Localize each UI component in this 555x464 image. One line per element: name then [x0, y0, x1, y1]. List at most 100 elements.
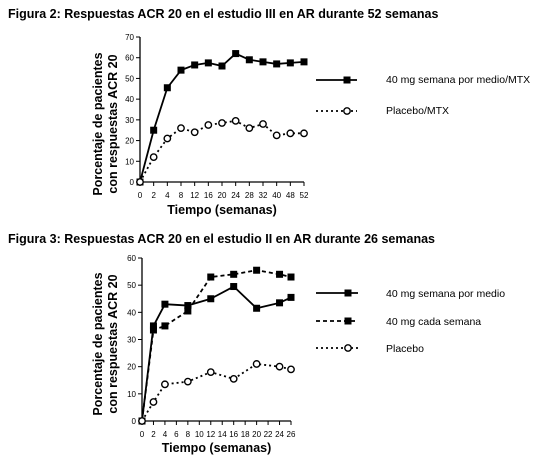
chart2-series-2-point: [161, 322, 169, 330]
chart2-x-tick-label: 14: [218, 430, 227, 439]
chart2-series-3-point: [161, 380, 169, 389]
figure-2-title: Figura 2: Respuestas ACR 20 en el estudi…: [8, 7, 439, 21]
chart1-series-1-point: [150, 126, 158, 134]
chart2-series-2-point: [276, 270, 284, 278]
chart2-series-2-line: [141, 269, 292, 422]
chart2-series-1-point: [149, 322, 157, 330]
chart2-legend-1-label: 40 mg semana por medio: [386, 288, 505, 300]
chart1-y-tick-label: 30: [125, 116, 134, 125]
chart2-series-1-point: [276, 299, 284, 307]
chart1-x-tick-label: 8: [179, 191, 184, 200]
chart2-x-tick-label: 6: [174, 430, 179, 439]
chart2-y-tick-label: 60: [127, 254, 136, 263]
chart1-y-tick-label: 10: [125, 157, 134, 166]
chart2-x-tick-label: 10: [195, 430, 204, 439]
chart1-x-tick-label: 16: [204, 191, 213, 200]
chart2-series-3-point: [183, 377, 192, 386]
chart1-series-1-point: [191, 61, 199, 69]
chart2-series-1-point: [253, 304, 261, 312]
chart2-y-tick-label: 0: [132, 417, 137, 426]
chart2-series-2-point: [184, 307, 192, 315]
chart2-x-tick-label: 8: [186, 430, 191, 439]
chart1-legend-1-label: 40 mg semana por medio/MTX: [386, 74, 530, 86]
chart1-series-1-line: [139, 52, 305, 183]
chart1-y-tick-label: 20: [125, 137, 134, 146]
chart1-x-tick-label: 24: [231, 191, 240, 200]
chart2-x-axis-label: Tiempo (semanas): [162, 441, 272, 455]
chart2-y-tick-label: 10: [127, 390, 136, 399]
chart2-series-2-point: [149, 326, 157, 334]
chart1-legend-1-marker: [343, 76, 351, 84]
chart2-x-tick-label: 4: [163, 430, 168, 439]
chart2-series-1-point: [207, 295, 215, 303]
chart1-x-tick-label: 12: [190, 191, 199, 200]
chart2-y-axis-label-line1: Porcentaje de pacientes: [91, 272, 105, 415]
chart1-series-2-point: [245, 124, 254, 133]
chart1-y-tick-label: 50: [125, 74, 134, 83]
chart1-series-2-point: [204, 121, 213, 129]
chart1-x-tick-label: 20: [218, 191, 227, 200]
chart2-series-3-point: [229, 374, 238, 383]
chart2-series-2-point: [207, 273, 215, 281]
chart2-y-tick-label: 40: [127, 308, 136, 317]
chart2-legend-3-label: Placebo: [386, 343, 424, 355]
chart2-series-3-point: [275, 362, 284, 371]
chart1-series-2-point: [231, 116, 240, 125]
chart2-series-3-point: [252, 360, 261, 368]
chart1-series-2-point: [177, 124, 185, 133]
chart1-y-axis-label-line1: Porcentaje de pacientes: [91, 52, 105, 195]
chart1-legend-2-marker: [343, 107, 351, 115]
chart1-series-2-point: [286, 129, 295, 138]
chart1-series-1-point: [286, 59, 294, 67]
chart2-x-tick-label: 12: [206, 430, 215, 439]
chart2-x-tick-label: 22: [264, 430, 273, 439]
chart1-series-2-line: [139, 119, 304, 183]
chart2-legend-2-label: 40 mg cada semana: [386, 316, 481, 328]
chart2-series-1-point: [184, 302, 192, 310]
chart2-x-tick-label: 2: [151, 430, 156, 439]
chart2-y-tick-label: 50: [127, 281, 136, 290]
chart1-y-tick-label: 60: [125, 54, 134, 63]
chart2-y-tick-label: 30: [127, 336, 136, 345]
chart1-x-tick-label: 52: [300, 191, 309, 200]
chart1-y-axis-label-line2: con respuestas ACR 20: [106, 54, 120, 193]
chart2-series-2-point: [287, 273, 295, 281]
chart1-x-tick-label: 4: [165, 191, 170, 200]
chart1-y-tick-label: 0: [130, 178, 135, 187]
chart1-series-1-point: [232, 50, 240, 58]
chart1-series-2-point: [190, 128, 199, 137]
chart2-series-3-point: [206, 368, 215, 376]
chart1-series-1-point: [273, 60, 281, 68]
chart1-series-2-point: [149, 153, 158, 162]
chart2-x-tick-label: 24: [275, 430, 284, 439]
chart1-series-1-point: [218, 62, 226, 70]
chart1-y-tick-label: 40: [125, 95, 134, 104]
chart2-legend-1-marker: [344, 289, 352, 297]
chart1-series-1-point: [177, 66, 185, 74]
chart1-x-tick-label: 2: [151, 191, 156, 200]
chart1-series-2-point: [163, 134, 172, 143]
chart2-legend-3-marker: [344, 344, 352, 352]
chart2-series-1-point: [287, 293, 295, 301]
chart1-series-1-point: [245, 56, 253, 64]
chart2-series-1-point: [161, 300, 169, 308]
chart2-x-tick-label: 20: [252, 430, 261, 439]
chart1-series-1-point: [204, 59, 212, 67]
chart2-x-tick-label: 18: [241, 430, 250, 439]
chart2-x-tick-label: 16: [229, 430, 238, 439]
chart1-series-2-point: [259, 120, 267, 128]
chart2-x-tick-label: 0: [140, 430, 145, 439]
chart1-series-2-point: [300, 129, 308, 138]
chart1-series-2-point: [218, 119, 226, 127]
chart1-series-2-point: [136, 178, 144, 186]
chart1-x-tick-label: 0: [138, 191, 143, 200]
chart1-x-tick-label: 28: [245, 191, 254, 200]
chart2-series-2-point: [230, 270, 238, 278]
chart2-legend-2-marker: [344, 317, 352, 325]
chart1-x-tick-label: 48: [286, 191, 295, 200]
chart2-y-tick-label: 20: [127, 363, 136, 372]
chart1-x-tick-label: 40: [272, 191, 281, 200]
chart1-series-1-point: [300, 58, 308, 66]
chart2-x-tick-label: 26: [287, 430, 296, 439]
